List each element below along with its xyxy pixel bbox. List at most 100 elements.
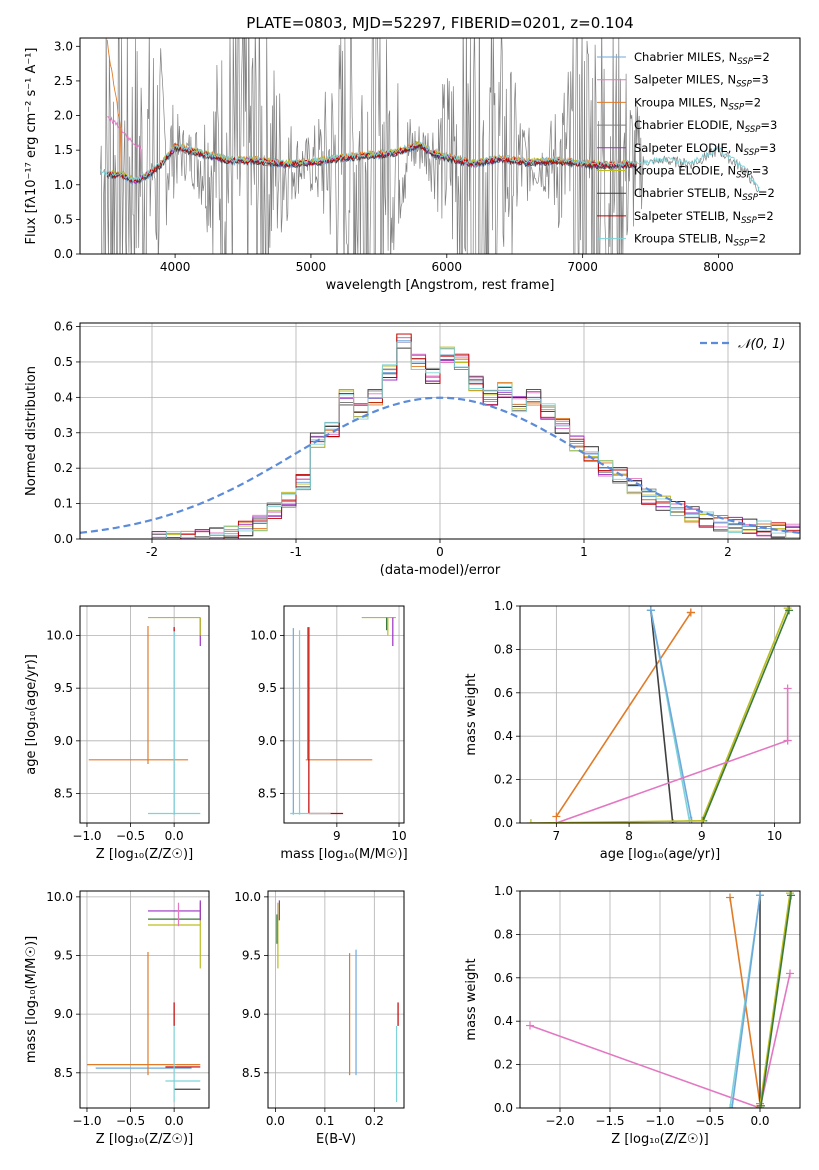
x-tick-label: 7	[553, 829, 561, 843]
x-tick-label: −1.0	[72, 829, 101, 843]
x-tick-label: −1.5	[595, 1114, 624, 1128]
y-tick-label: 0.5	[54, 355, 73, 369]
legend-label-suffix: =2	[744, 95, 761, 109]
legend-label: Salpeter MILES, NSSP=3	[634, 73, 769, 90]
x-tick-label: 0.1	[315, 1114, 334, 1128]
plot-area	[80, 606, 209, 823]
x-axis-label: age [log₁₀(age/yr)]	[600, 847, 721, 862]
y-tick-label: 9.0	[54, 1007, 73, 1021]
legend-label-prefix: Chabrier MILES, N	[634, 50, 737, 64]
weight-line	[650, 610, 693, 821]
y-tick-label: 9.0	[258, 734, 277, 748]
x-tick-label: 8	[625, 829, 633, 843]
y-tick-label: 0.4	[54, 390, 73, 404]
y-tick-label: 2.0	[54, 109, 73, 123]
x-tick-label: 0.2	[365, 1114, 384, 1128]
weight-line	[760, 895, 792, 1106]
weight-line	[556, 739, 788, 823]
y-tick-label: 8.5	[242, 1066, 261, 1080]
x-axis-label: mass [log₁₀(M/M☉)]	[280, 847, 407, 862]
axes-frame	[519, 605, 801, 824]
weight-line	[702, 610, 790, 822]
model-line	[106, 144, 637, 184]
legend-label-subscript: SSP	[734, 239, 750, 249]
legend-label-suffix: =2	[753, 50, 770, 64]
observed-spectrum	[100, 38, 760, 254]
weight-line	[555, 612, 692, 817]
y-tick-label: 3.0	[54, 39, 73, 53]
panel-spectrum: 4000 5000 6000 7000 8000 0.0 0.5 1.0 1.5 2.0 2.5 3.…	[24, 37, 801, 293]
y-tick-label: 0.8	[494, 927, 513, 941]
panel-massweight-vs-Z: −2.0 −1.5 −1.0 −0.5 0.0 0.0 0.2 0.4 0.6 0.8 1.0 Z […	[464, 884, 801, 1147]
y-tick-label: 10.0	[234, 890, 261, 904]
y-tick-label: 9.5	[242, 949, 261, 963]
legend-label-prefix: Kroupa ELODIE, N	[634, 164, 736, 178]
x-tick-label: 6000	[432, 260, 463, 274]
x-tick-label: 0.0	[750, 1114, 769, 1128]
plot-area	[520, 606, 800, 823]
legend-label: Chabrier MILES, NSSP=2	[634, 50, 770, 67]
y-tick-label: 8.5	[258, 787, 277, 801]
y-tick-label: 0.6	[54, 320, 73, 334]
y-tick-label: 0.0	[54, 532, 73, 546]
plot-area	[99, 38, 760, 254]
axes-frame	[79, 605, 210, 824]
x-tick-label: 9	[333, 829, 341, 843]
legend-label-subscript: SSP	[744, 148, 760, 158]
y-axis-label: Flux [fλ10⁻¹⁷ erg cm⁻² s⁻¹ A⁻¹]	[24, 48, 39, 245]
y-tick-label: 10.0	[46, 628, 73, 642]
model-line	[99, 141, 760, 192]
x-tick-label: 0.0	[165, 829, 184, 843]
x-tick-label: 0.0	[266, 1114, 285, 1128]
y-tick-label: 0.2	[494, 1058, 513, 1072]
y-tick-label: 0.8	[494, 642, 513, 656]
y-tick-label: 9.0	[54, 734, 73, 748]
panel-age-vs-Z: −1.0 −0.5 0.0 8.5 9.0 9.5 10.0 Z [log₁₀(Z/Z☉)] a…	[24, 605, 210, 862]
y-tick-label: 0.2	[494, 773, 513, 787]
axes-frame	[267, 890, 405, 1109]
y-tick-label: 10.0	[250, 628, 277, 642]
y-tick-label: 0.5	[54, 212, 73, 226]
legend-label-prefix: Salpeter ELODIE, N	[634, 141, 744, 155]
legend-label: Chabrier STELIB, NSSP=2	[634, 186, 775, 203]
legend-label-subscript: SSP	[741, 216, 757, 226]
plot-area	[80, 323, 800, 539]
legend-label-suffix: =2	[758, 186, 775, 200]
panel-mass-vs-Z: −1.0 −0.5 0.0 8.5 9.0 9.5 10.0 Z [log₁₀(Z/Z☉)] m…	[24, 890, 210, 1147]
panel-mass-vs-EBV: 0.0 0.1 0.2 8.5 9.0 9.5 10.0 E(B-V)	[234, 890, 405, 1147]
axes-frame	[79, 890, 210, 1109]
legend-label-subscript: SSP	[736, 80, 752, 90]
x-axis-label: (data-model)/error	[380, 563, 501, 578]
legend: 𝒩(0, 1)	[700, 337, 785, 352]
weight-line	[529, 1024, 761, 1108]
y-tick-label: 10.0	[46, 890, 73, 904]
y-axis-label: Normed distribution	[24, 366, 39, 496]
legend-label: Kroupa ELODIE, NSSP=3	[634, 164, 769, 181]
panel-residuals: -2 -1 0 1 2 0.0 0.1 0.2 0.3 0.4 0.5 0.6 (data-model)…	[24, 320, 801, 578]
y-tick-label: 0.2	[54, 461, 73, 475]
x-tick-label: −0.5	[116, 1114, 145, 1128]
x-tick-label: 8000	[703, 260, 734, 274]
y-axis-label: mass weight	[464, 673, 479, 755]
model-line	[106, 143, 637, 183]
x-tick-label: 4000	[160, 260, 191, 274]
legend-label-suffix: =3	[760, 118, 777, 132]
legend-label-suffix: =2	[749, 232, 766, 246]
y-tick-label: 8.5	[54, 787, 73, 801]
x-axis-label: wavelength [Angstrom, rest frame]	[326, 278, 555, 293]
weight-line	[650, 610, 674, 823]
y-axis-label: mass weight	[464, 958, 479, 1040]
legend-label-prefix: Chabrier ELODIE, N	[634, 118, 745, 132]
figure-title: PLATE=0803, MJD=52297, FIBERID=0201, z=0…	[246, 14, 633, 32]
normal-reference-curve	[80, 396, 800, 534]
x-axis-label: Z [log₁₀(Z/Z☉)]	[96, 1132, 193, 1147]
weight-line	[701, 607, 789, 822]
histogram-step	[151, 347, 800, 539]
y-tick-label: 1.0	[54, 178, 73, 192]
histogram-step	[152, 341, 800, 539]
y-tick-label: 1.0	[494, 599, 513, 613]
plot-area	[284, 606, 404, 823]
weight-line	[759, 973, 791, 1108]
